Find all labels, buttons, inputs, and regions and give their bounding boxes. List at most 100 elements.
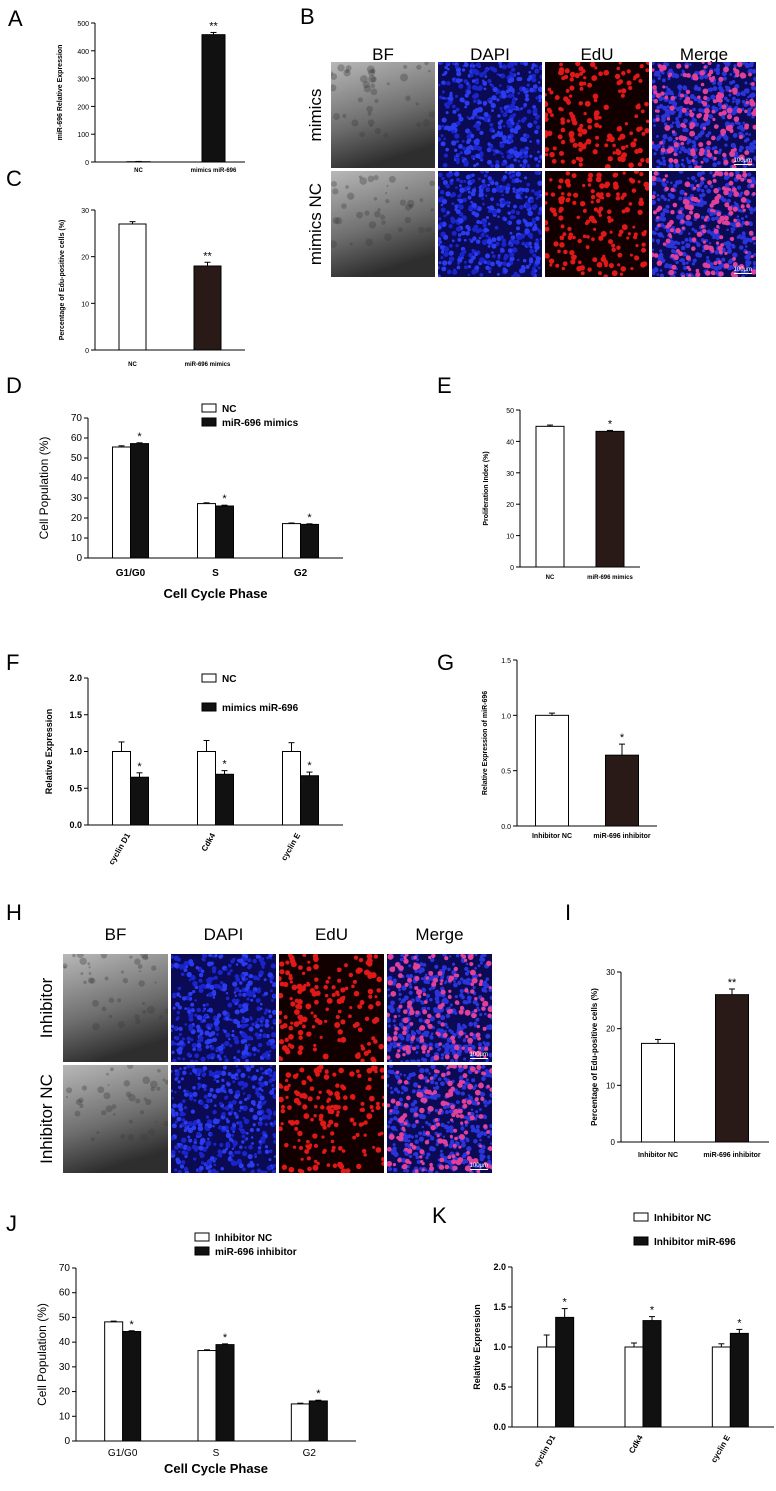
chart-c-edu-positive: 0 10 20 30 Percentage of Edu-positive cells … bbox=[59, 208, 245, 368]
significance-marker: * bbox=[608, 418, 613, 430]
bar bbox=[605, 754, 639, 827]
micrograph-tile-bf bbox=[331, 171, 435, 277]
micrograph-column-bf: BF bbox=[104, 925, 127, 944]
y-axis-label: Percentage of Edu-positive cells (%) bbox=[590, 988, 599, 1126]
micrograph-tile-edu bbox=[279, 1065, 384, 1173]
bar bbox=[215, 505, 234, 559]
y-tick-label: 0.5 bbox=[69, 783, 82, 793]
micrograph-tile-dapi bbox=[438, 62, 542, 168]
micrograph-column-edu: EdU bbox=[580, 45, 614, 64]
y-tick-label: 0.5 bbox=[501, 769, 511, 776]
bar bbox=[711, 1346, 731, 1428]
y-tick-label: 0.0 bbox=[501, 824, 511, 831]
y-tick-label: 70 bbox=[59, 1263, 71, 1274]
legend-label: miR-696 inhibitor bbox=[215, 1247, 297, 1258]
legend-swatch bbox=[194, 1246, 210, 1256]
micrograph-grid-b: BF DAPI EdU Merge mimics 100μm mimics NC 100μm bbox=[300, 45, 776, 295]
x-tick-label: G2 bbox=[303, 1448, 317, 1459]
significance-marker: * bbox=[137, 431, 142, 443]
micrograph-column-merge: Merge bbox=[415, 925, 464, 944]
micrograph-tile-dapi bbox=[171, 954, 276, 1062]
y-tick-label: 30 bbox=[506, 471, 514, 478]
y-tick-label: 0.0 bbox=[493, 1422, 506, 1432]
y-tick-label: 60 bbox=[71, 433, 83, 444]
bar bbox=[300, 775, 319, 826]
significance-marker: ** bbox=[209, 20, 218, 32]
x-tick-label: NC bbox=[546, 575, 555, 581]
micrograph-column-dapi: DAPI bbox=[470, 45, 510, 64]
bar bbox=[729, 1332, 749, 1428]
bar bbox=[112, 446, 131, 559]
x-tick-label: G1/G0 bbox=[116, 568, 146, 579]
panel-letter-b: B bbox=[300, 4, 315, 29]
chart-i-edu-positive: 0 10 20 30 Percentage of Edu-positive cells … bbox=[590, 968, 769, 1159]
micrograph-tile-edu bbox=[545, 62, 649, 168]
y-axis-label: Cell Population (%) bbox=[37, 437, 51, 540]
significance-marker: * bbox=[307, 760, 312, 772]
panel-letter-e: E bbox=[437, 373, 452, 398]
y-tick-label: 70 bbox=[71, 413, 83, 424]
chart-f-relative-expression: 0.0 0.5 1.0 1.5 2.0 Relative Expression * cycli… bbox=[44, 673, 343, 866]
micrograph-tile-dapi bbox=[171, 1065, 276, 1173]
bar bbox=[215, 773, 234, 826]
x-tick-label: NC bbox=[128, 362, 137, 368]
bar bbox=[308, 1400, 328, 1442]
micrograph-tile-merge: 100μm bbox=[387, 954, 492, 1062]
y-tick-label: 50 bbox=[59, 1312, 71, 1323]
y-tick-label: 1.0 bbox=[501, 713, 511, 720]
bar bbox=[130, 443, 149, 559]
y-tick-label: 40 bbox=[71, 473, 83, 484]
y-tick-label: 20 bbox=[59, 1387, 71, 1398]
significance-marker: * bbox=[222, 759, 227, 771]
legend-label: NC bbox=[222, 674, 236, 685]
significance-marker: ** bbox=[203, 250, 212, 262]
y-tick-label: 100 bbox=[77, 132, 89, 139]
micrograph-tile-edu bbox=[545, 171, 649, 277]
panel-letter-h: H bbox=[6, 900, 22, 925]
significance-marker: ** bbox=[728, 977, 737, 989]
micrograph-tile-bf bbox=[63, 1065, 168, 1173]
y-tick-label: 30 bbox=[606, 968, 615, 977]
chart-e-proliferation-index: 0 10 20 30 40 50 Proliferation Index (%) NC * miR… bbox=[483, 408, 640, 581]
x-tick-label: G2 bbox=[294, 568, 308, 579]
legend-label: Inhibitor NC bbox=[215, 1233, 272, 1244]
y-tick-label: 2.0 bbox=[493, 1262, 506, 1272]
micrograph-column-edu: EdU bbox=[314, 925, 349, 944]
x-tick-label: mimics miR-696 bbox=[191, 168, 237, 174]
legend-swatch bbox=[194, 1232, 210, 1242]
legend-swatch bbox=[633, 1236, 649, 1246]
bar bbox=[595, 430, 625, 568]
micrograph-row-label: Inhibitor NC bbox=[36, 1074, 56, 1164]
y-tick-label: 1.5 bbox=[69, 710, 82, 720]
y-tick-label: 40 bbox=[59, 1337, 71, 1348]
x-tick-label: Cdk4 bbox=[200, 831, 218, 853]
micrograph-grid-h: BF DAPI EdU Merge Inhibitor 100μm Inhibitor NC… bbox=[30, 925, 492, 1195]
y-tick-label: 0 bbox=[64, 1436, 70, 1447]
chart-a-mir696-expression: 0 100 200 300 400 500 miR-696 Relative Express… bbox=[57, 20, 245, 174]
y-axis-label: Proliferation Index (%) bbox=[483, 451, 490, 525]
bar bbox=[104, 1321, 124, 1442]
y-tick-label: 0 bbox=[85, 348, 89, 355]
x-tick-label: Inhibitor NC bbox=[638, 1152, 678, 1159]
x-tick-label: Inhibitor NC bbox=[532, 833, 572, 840]
bar bbox=[535, 425, 565, 568]
scale-bar: 100μm bbox=[733, 158, 752, 165]
bar bbox=[197, 751, 216, 826]
scale-bar: 100μm bbox=[469, 1052, 488, 1059]
y-tick-label: 30 bbox=[71, 493, 83, 504]
y-tick-label: 40 bbox=[506, 439, 514, 446]
y-tick-label: 20 bbox=[606, 1025, 615, 1034]
x-tick-label: G1/G0 bbox=[108, 1448, 138, 1459]
x-tick-label: cyclin D1 bbox=[532, 1433, 558, 1468]
y-tick-label: 10 bbox=[71, 533, 83, 544]
significance-marker: * bbox=[223, 1332, 228, 1344]
micrograph-tile-merge: 100μm bbox=[652, 171, 756, 277]
y-tick-label: 1.5 bbox=[501, 658, 511, 665]
legend-swatch bbox=[201, 403, 217, 413]
bar bbox=[290, 1403, 310, 1442]
bar bbox=[112, 751, 131, 826]
x-axis-label: Cell Cycle Phase bbox=[163, 586, 267, 601]
y-tick-label: 30 bbox=[59, 1362, 71, 1373]
y-tick-label: 20 bbox=[81, 255, 89, 262]
y-axis-label: Relative Expression of miR-696 bbox=[482, 691, 489, 795]
